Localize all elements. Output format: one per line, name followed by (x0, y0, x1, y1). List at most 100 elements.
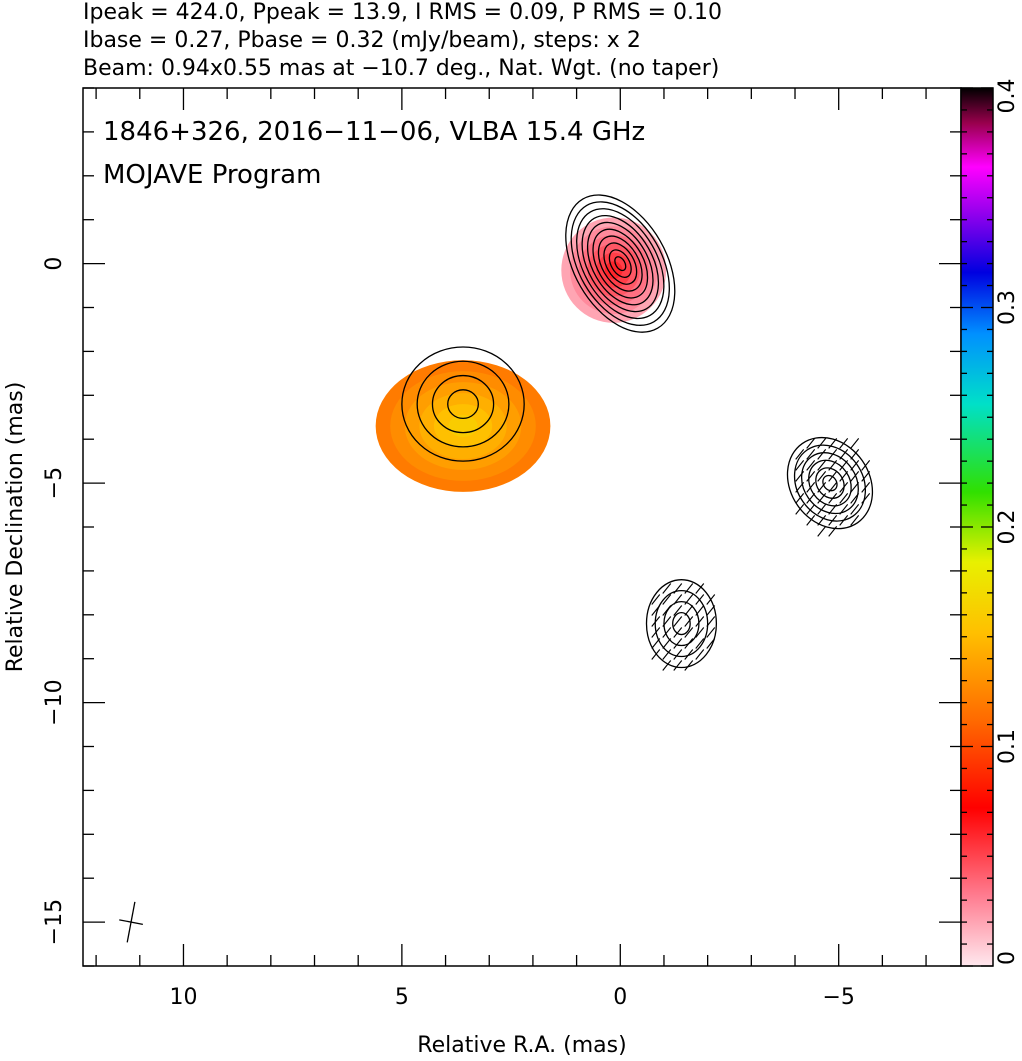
pol-vector (850, 460, 860, 471)
pol-vector (806, 449, 816, 460)
contour-level (576, 208, 665, 320)
beam-marker (119, 901, 143, 943)
contour-level (808, 459, 852, 507)
pol-vector (839, 493, 849, 504)
pol-vector (817, 526, 827, 537)
contour-level (416, 360, 510, 448)
pol-vector (806, 504, 816, 515)
pol-vector (651, 627, 661, 638)
polarization-region-component-b (375, 360, 551, 492)
pol-vector (806, 438, 816, 449)
pol-vector (861, 482, 871, 493)
contour-layer (401, 194, 874, 669)
pol-vector (651, 649, 661, 660)
pol-vector (706, 638, 716, 649)
pol-vector (861, 493, 871, 504)
contour-level (672, 611, 691, 636)
pol-vector (673, 660, 683, 671)
contour-level (597, 235, 643, 292)
pol-vector (706, 627, 716, 638)
pol-vector (828, 460, 838, 471)
hatch-component-c (795, 438, 871, 537)
pol-vector (651, 638, 661, 649)
pol-vector (828, 471, 838, 482)
pol-vector (795, 471, 805, 482)
pol-vector (684, 605, 694, 616)
hatch-component-d (651, 583, 716, 671)
header-line-1: Ipeak = 424.0, Ppeak = 13.9, I RMS = 0.0… (83, 0, 722, 25)
pol-vector (706, 605, 716, 616)
colorbar-tick-label: 0 (995, 951, 1020, 965)
x-tick-label: −5 (822, 985, 854, 1010)
contours-component-d (645, 579, 718, 669)
pol-vector (706, 594, 716, 605)
plot-area (119, 194, 874, 943)
pol-vector (817, 515, 827, 526)
x-axis-label: Relative R.A. (mas) (417, 1033, 626, 1058)
pol-vector (861, 460, 871, 471)
pol-vector (673, 594, 683, 605)
beam-minor-axis (119, 919, 143, 925)
pol-vector (662, 649, 672, 660)
pol-vector (662, 627, 672, 638)
y-tick-label: −5 (42, 467, 67, 499)
pol-vector (651, 605, 661, 616)
colorbar-tick-label: 0.3 (995, 290, 1020, 325)
pol-vector (695, 605, 705, 616)
pol-vector (673, 616, 683, 627)
pol-vector (850, 515, 860, 526)
pol-vector (817, 493, 827, 504)
pol-vector (684, 616, 694, 627)
contour-level (401, 346, 525, 462)
pol-vector (817, 438, 827, 449)
pol-vector (828, 449, 838, 460)
contour-level (786, 436, 874, 530)
x-tick-label: 5 (395, 985, 409, 1010)
pol-vector (684, 627, 694, 638)
pol-vector (850, 504, 860, 515)
pol-vector (817, 504, 827, 515)
pol-vector (839, 438, 849, 449)
pol-vector (673, 649, 683, 660)
pol-vector (684, 594, 694, 605)
pol-vector (839, 482, 849, 493)
pol-vector (806, 460, 816, 471)
contour-level (822, 474, 838, 492)
pol-vector (806, 471, 816, 482)
pol-vector (662, 616, 672, 627)
pol-vector (839, 515, 849, 526)
pol-vector (861, 471, 871, 482)
contour-level (581, 214, 660, 313)
pol-vector (828, 482, 838, 493)
pol-vector (795, 460, 805, 471)
pol-vector (817, 460, 827, 471)
contour-level (663, 600, 700, 647)
chart-title: 1846+326, 2016−11−06, VLBA 15.4 GHz (103, 117, 645, 147)
pol-vector (850, 482, 860, 493)
colorbar-tick-label: 0.4 (995, 79, 1020, 114)
pol-vector (662, 605, 672, 616)
contour-level (603, 242, 638, 285)
header-line-2: Ibase = 0.27, Pbase = 0.32 (mJy/beam), s… (83, 28, 641, 53)
pol-vector (673, 627, 683, 638)
contours-component-c (786, 436, 874, 530)
pol-vector (839, 471, 849, 482)
pol-vector (795, 504, 805, 515)
pol-vector (806, 482, 816, 493)
pol-vector (817, 482, 827, 493)
contour-level (614, 256, 627, 272)
contour-level (431, 374, 495, 434)
contours-component-b (401, 346, 525, 462)
y-axis-label: Relative Declination (mas) (3, 382, 28, 673)
colorbar-tick-label: 0.1 (995, 729, 1020, 764)
pol-vector (795, 449, 805, 460)
contour-level (608, 249, 632, 278)
pol-vector (828, 526, 838, 537)
pol-vector (673, 638, 683, 649)
pol-vector (839, 449, 849, 460)
colorbar-ticks: 0 0.1 0.2 0.3 0.4 (961, 79, 1020, 967)
pol-vector (684, 649, 694, 660)
contour-level (586, 221, 654, 306)
pol-vector (850, 438, 860, 449)
pol-vector (839, 504, 849, 515)
